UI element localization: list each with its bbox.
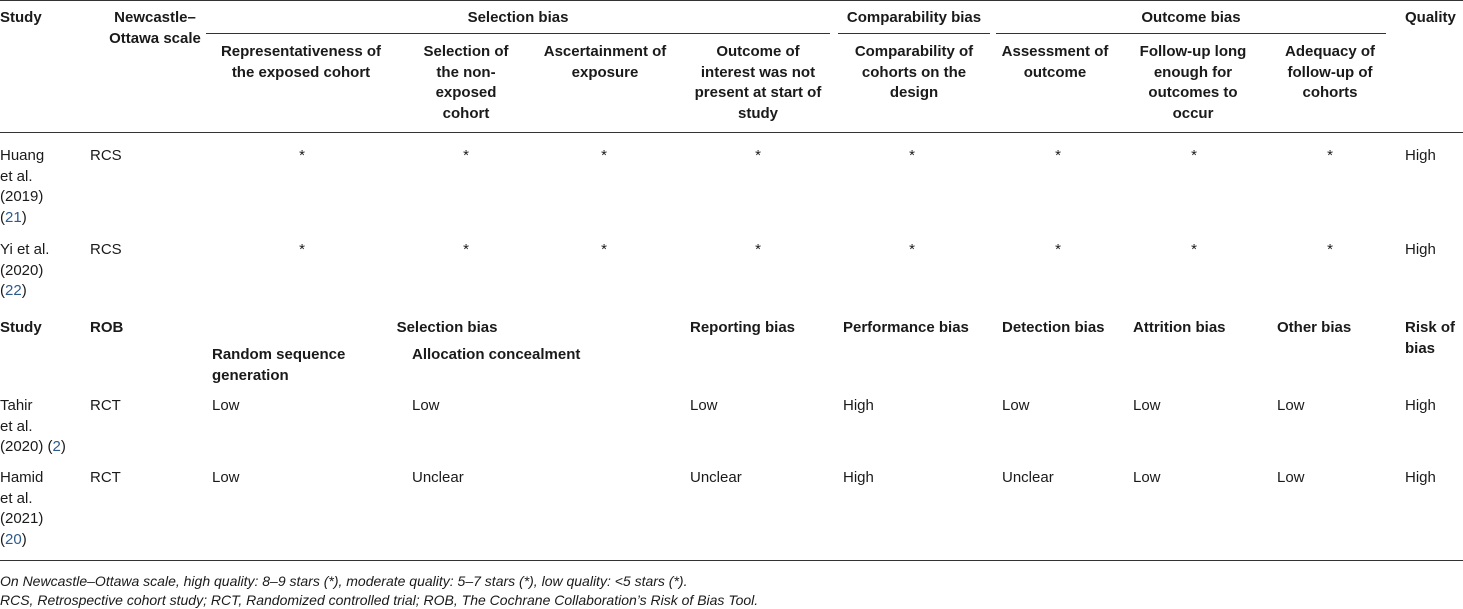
star-cell: * <box>1191 241 1197 258</box>
rob-subheader-allocation: Allocation concealment <box>412 346 581 363</box>
star-cell: * <box>299 241 305 258</box>
star-cell: * <box>1191 147 1197 164</box>
star-cell: * <box>463 147 469 164</box>
rob-header-attrition-bias: Attrition bias <box>1133 319 1226 336</box>
nos-subheader-adequacy: Adequacy of follow-up of cohorts <box>1284 43 1375 101</box>
rob-header-tool: ROB <box>90 319 124 336</box>
outcome-bias-underline <box>996 33 1386 34</box>
nos-row-design: RCS <box>90 147 122 164</box>
star-cell: * <box>1055 241 1061 258</box>
nos-header-study: Study <box>0 9 42 26</box>
star-cell: * <box>1327 241 1333 258</box>
rob-cell: Low <box>212 469 240 486</box>
nos-row-quality: High <box>1405 241 1436 258</box>
nos-row-study: Yi et al. (2020) (22) <box>0 241 50 299</box>
rob-header-risk-of-bias: Risk of bias <box>1405 319 1456 357</box>
nos-header-outcome-bias: Outcome bias <box>1141 9 1241 26</box>
star-cell: * <box>755 147 761 164</box>
rob-cell: High <box>843 469 874 486</box>
nos-subheader-assessment: Assessment of outcome <box>1001 43 1109 81</box>
rob-cell: Low <box>412 397 440 414</box>
nos-subheader-comparability: Comparability of cohorts on the design <box>854 43 974 101</box>
rob-header-performance-bias: Performance bias <box>843 319 969 336</box>
nos-subheader-ascertainment: Ascertainment of exposure <box>543 43 667 81</box>
citation-link[interactable]: 20 <box>5 530 22 548</box>
nos-row-study: Huang et al. (2019) (21) <box>0 147 45 226</box>
table-bottom-rule <box>0 560 1463 561</box>
table-top-rule <box>0 0 1463 1</box>
rob-cell: High <box>843 397 874 414</box>
citation-link[interactable]: 21 <box>5 208 22 226</box>
star-cell: * <box>299 147 305 164</box>
nos-subheader-representativeness: Representativeness of the exposed cohort <box>220 43 382 81</box>
nos-subheader-follow-up-long: Follow-up long enough for outcomes to oc… <box>1139 43 1247 122</box>
rob-row-study: Hamid et al. (2021) (20) <box>0 469 44 548</box>
rob-cell: Unclear <box>690 469 742 486</box>
nos-header-selection-bias: Selection bias <box>467 9 569 26</box>
rob-cell: High <box>1405 397 1436 414</box>
rob-header-other-bias: Other bias <box>1277 319 1352 336</box>
star-cell: * <box>1327 147 1333 164</box>
rob-cell: High <box>1405 469 1436 486</box>
nos-header-scale: Newcastle– Ottawa scale <box>109 9 201 47</box>
nos-subheader-outcome-not-present: Outcome of interest was not present at s… <box>694 43 822 122</box>
rob-cell: Low <box>1133 469 1161 486</box>
nos-row-design: RCS <box>90 241 122 258</box>
rob-header-detection-bias: Detection bias <box>1002 319 1105 336</box>
citation-link[interactable]: 22 <box>5 282 22 299</box>
star-cell: * <box>601 147 607 164</box>
rob-row-design: RCT <box>90 469 121 486</box>
footnote-abbreviations: RCS, Retrospective cohort study; RCT, Ra… <box>0 592 759 608</box>
rob-cell: Low <box>1277 397 1305 414</box>
star-cell: * <box>463 241 469 258</box>
star-cell: * <box>601 241 607 258</box>
rob-row-design: RCT <box>90 397 121 414</box>
rob-cell: Low <box>1277 469 1305 486</box>
rob-header-reporting-bias: Reporting bias <box>690 319 796 336</box>
rob-cell: Low <box>1133 397 1161 414</box>
star-cell: * <box>909 241 915 258</box>
nos-header-quality: Quality <box>1405 9 1456 26</box>
header-bottom-rule <box>0 132 1463 133</box>
nos-header-comparability-bias: Comparability bias <box>846 9 982 26</box>
nos-row-quality: High <box>1405 147 1436 164</box>
footnote-scale: On Newcastle–Ottawa scale, high quality:… <box>0 573 688 589</box>
nos-subheader-non-exposed: Selection of the non- exposed cohort <box>423 43 509 122</box>
rob-cell: Unclear <box>412 469 464 486</box>
rob-cell: Low <box>1002 397 1030 414</box>
selection-bias-underline <box>206 33 830 34</box>
comparability-bias-underline <box>838 33 990 34</box>
star-cell: * <box>909 147 915 164</box>
rob-header-study: Study <box>0 319 42 336</box>
rob-cell: Low <box>212 397 240 414</box>
citation-link[interactable]: 2 <box>52 438 61 455</box>
rob-subheader-random-sequence: Random sequence generation <box>212 346 346 384</box>
rob-row-study: Tahir et al. (2020) (2) <box>0 397 66 455</box>
star-cell: * <box>1055 147 1061 164</box>
rob-cell: Unclear <box>1002 469 1054 486</box>
rob-header-selection-bias: Selection bias <box>396 319 498 336</box>
rob-cell: Low <box>690 397 718 414</box>
star-cell: * <box>755 241 761 258</box>
